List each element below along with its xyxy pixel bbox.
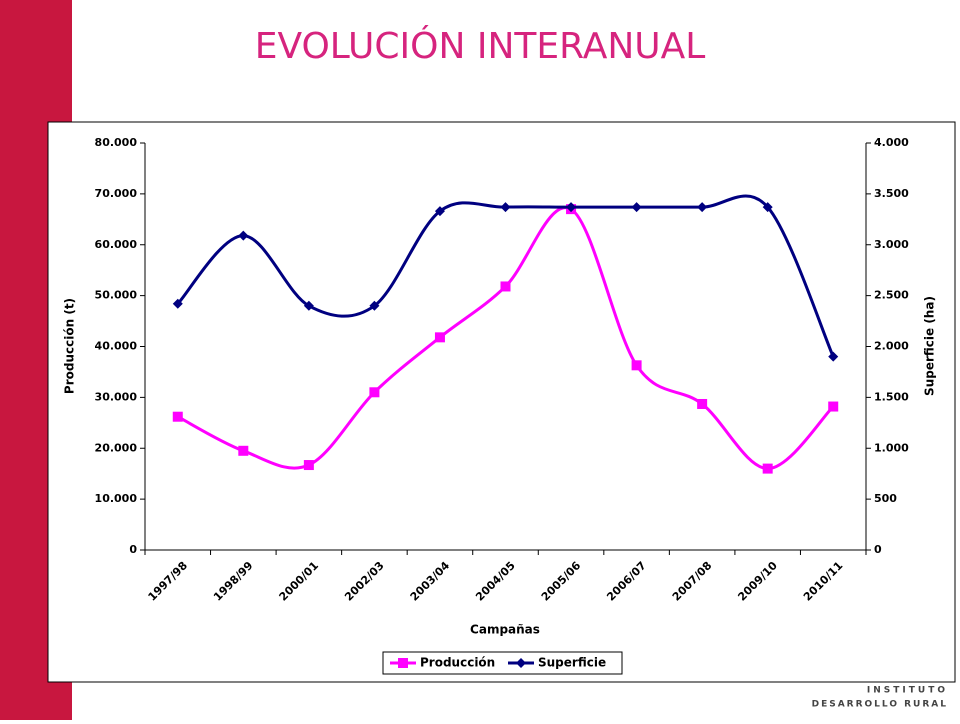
data-point [631,360,642,371]
y2-tick-label: 500 [874,492,897,505]
y-tick-label: 50.000 [95,289,138,302]
legend-label: Superficie [538,656,606,670]
y2-tick-label: 1.000 [874,441,909,454]
y2-tick-label: 3.000 [874,238,909,251]
data-point [434,332,445,343]
legend-marker [398,658,408,668]
data-point [500,281,511,292]
logo-text: INSTITUTO [867,686,948,696]
y2-tick-label: 2.500 [874,289,909,302]
data-point [303,300,314,311]
y2-axis-title: Superficie (ha) [923,296,937,396]
legend-marker [516,658,526,668]
y-tick-label: 20.000 [95,441,138,454]
data-point [697,398,708,409]
logo-text: DESARROLLO RURAL [812,700,948,710]
y-tick-label: 60.000 [95,238,138,251]
y-tick-label: 30.000 [95,390,138,403]
data-point [828,351,839,362]
data-point [238,445,249,456]
y2-tick-label: 4.000 [874,136,909,149]
y-tick-label: 0 [129,543,137,556]
y-tick-label: 10.000 [95,492,138,505]
y-tick-label: 70.000 [95,187,138,200]
x-axis-title: Campañas [470,623,540,637]
data-point [369,300,380,311]
y2-tick-label: 3.500 [874,187,909,200]
data-point [434,206,445,217]
y-tick-label: 40.000 [95,340,138,353]
y2-tick-label: 1.500 [874,390,909,403]
data-point [172,411,183,422]
data-point [303,460,314,471]
slide-title: EVOLUCIÓN INTERANUAL [255,25,706,67]
data-point [631,202,642,213]
y2-tick-label: 0 [874,543,882,556]
legend-label: Producción [420,656,495,670]
data-point [697,202,708,213]
data-point [238,230,249,241]
legend-box [382,651,623,675]
y-axis-title: Producción (t) [63,298,77,394]
chart-frame [47,121,956,683]
data-point [566,202,577,213]
data-point [172,298,183,309]
data-point [500,202,511,213]
y-tick-label: 80.000 [95,136,138,149]
data-point [762,463,773,474]
data-point [762,202,773,213]
y2-tick-label: 2.000 [874,340,909,353]
data-point [369,387,380,398]
data-point [828,401,839,412]
